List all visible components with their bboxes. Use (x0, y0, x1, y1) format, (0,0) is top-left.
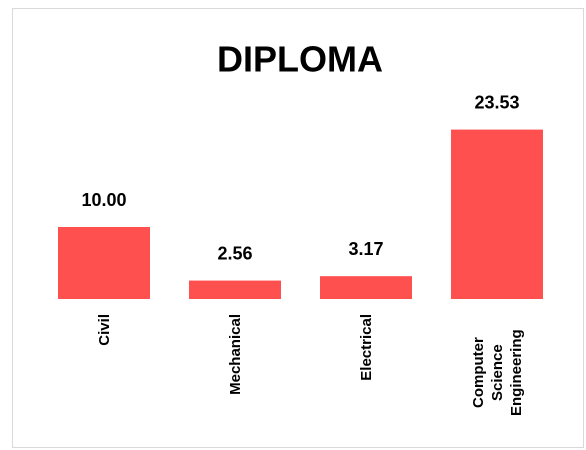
x-tick-label: Electrical (357, 314, 375, 381)
bar (451, 129, 543, 299)
x-tick-label: Civil (95, 314, 113, 346)
value-label: 2.56 (217, 243, 252, 263)
chart-title: DIPLOMA (217, 39, 383, 80)
x-tick-label: Computer Science Engineering (469, 329, 525, 417)
value-label: 23.53 (474, 92, 519, 112)
value-label: 10.00 (81, 190, 126, 210)
bar (320, 276, 412, 299)
chart-frame (12, 8, 584, 448)
bar (58, 227, 150, 299)
bar (189, 280, 281, 299)
x-tick-label: Mechanical (226, 314, 244, 395)
value-label: 3.17 (348, 239, 383, 259)
